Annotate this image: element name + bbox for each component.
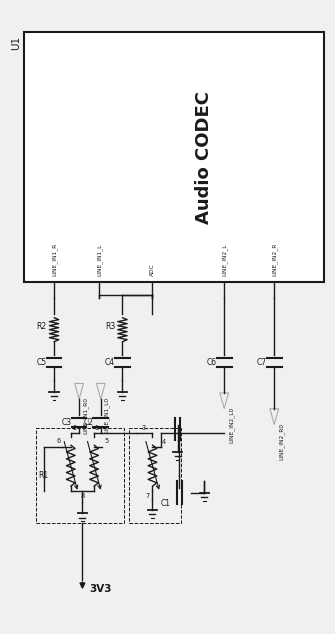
- Text: LINE_IN2_L0: LINE_IN2_L0: [228, 407, 234, 443]
- Text: 1: 1: [94, 425, 98, 431]
- Text: LINE_IN1_L0: LINE_IN1_L0: [104, 398, 110, 434]
- Text: ADC: ADC: [150, 263, 155, 276]
- Text: C3: C3: [62, 418, 72, 427]
- Text: LINE_IN1_R: LINE_IN1_R: [51, 243, 57, 276]
- Text: C5: C5: [37, 358, 47, 367]
- Text: C6: C6: [207, 358, 217, 367]
- Bar: [24, 32, 324, 282]
- Text: LINE_IN2_L: LINE_IN2_L: [221, 243, 227, 276]
- Text: LINE_IN2_R0: LINE_IN2_R0: [278, 423, 284, 460]
- Text: 6: 6: [57, 438, 61, 444]
- Text: 3: 3: [142, 425, 146, 431]
- Text: 3V3: 3V3: [89, 584, 112, 594]
- Text: R1: R1: [39, 470, 49, 480]
- Bar: [129, 428, 181, 522]
- Text: C1: C1: [161, 499, 171, 508]
- Text: R2: R2: [37, 322, 47, 331]
- Bar: [36, 428, 124, 522]
- Text: 5: 5: [104, 438, 108, 444]
- Text: LINE_IN1_L: LINE_IN1_L: [96, 243, 102, 276]
- Text: C4: C4: [105, 358, 115, 367]
- Text: C7: C7: [257, 358, 267, 367]
- Text: Audio CODEC: Audio CODEC: [195, 91, 213, 224]
- Text: LINE_IN2_R: LINE_IN2_R: [271, 243, 277, 276]
- Text: 8: 8: [80, 493, 84, 499]
- Text: LINE_IN1_R0: LINE_IN1_R0: [82, 398, 88, 434]
- Text: C2: C2: [83, 418, 93, 427]
- Text: U1: U1: [11, 36, 21, 49]
- Text: 4: 4: [162, 439, 166, 445]
- Text: 2: 2: [72, 425, 76, 431]
- Text: R3: R3: [105, 322, 115, 331]
- Text: 7: 7: [146, 493, 150, 499]
